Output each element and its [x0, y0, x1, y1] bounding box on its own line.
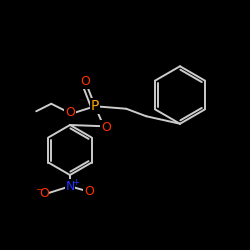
Text: O: O [101, 121, 111, 134]
Text: −: − [35, 186, 42, 194]
Text: O: O [84, 185, 94, 198]
Text: O: O [39, 187, 49, 200]
Text: O: O [65, 106, 75, 119]
Text: +: + [72, 178, 79, 187]
Text: P: P [91, 99, 99, 113]
Text: N: N [65, 180, 75, 193]
Text: O: O [80, 75, 90, 88]
